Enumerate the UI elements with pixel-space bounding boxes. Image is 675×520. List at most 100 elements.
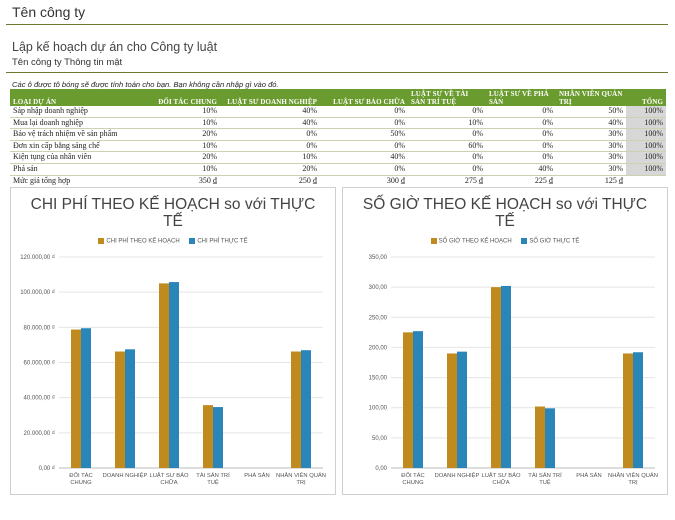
total-cell: 100% xyxy=(626,140,666,153)
percent-cell[interactable]: 0% xyxy=(408,106,486,118)
percent-cell[interactable]: 0% xyxy=(408,128,486,141)
percent-cell[interactable]: 30% xyxy=(556,151,626,164)
column-header[interactable]: NHÂN VIÊN QUẢN TRỊ xyxy=(556,89,626,106)
percent-cell[interactable]: 0% xyxy=(320,163,408,176)
project-type-cell[interactable]: Bảo vệ trách nhiệm về sản phẩm xyxy=(10,128,142,141)
column-header[interactable]: LOẠI DỰ ÁN xyxy=(10,89,142,106)
project-type-cell[interactable]: Phá sản xyxy=(10,163,142,176)
percent-cell[interactable]: 0% xyxy=(320,117,408,130)
project-allocation-table: LOẠI DỰ ÁN ĐỐI TÁC CHUNG LUẬT SƯ DOANH N… xyxy=(10,89,666,186)
percent-cell[interactable]: 30% xyxy=(556,140,626,153)
column-header[interactable]: LUẬT SƯ VỀ TÀI SẢN TRÍ TUỆ xyxy=(408,89,486,106)
bar-planned[interactable] xyxy=(447,353,457,468)
legend-label: SỐ GIỜ THEO KẾ HOẠCH xyxy=(438,238,512,245)
bar-planned[interactable] xyxy=(115,351,125,468)
legend-item: SỐ GIỜ THỰC TẾ xyxy=(521,238,579,245)
percent-cell[interactable]: 40% xyxy=(556,117,626,130)
x-category-label: TÀI SẢN TRÍ TUỆ xyxy=(528,472,562,486)
project-type-cell[interactable]: Mua lại doanh nghiệp xyxy=(10,117,142,130)
percent-cell[interactable]: 50% xyxy=(556,106,626,118)
bar-actual[interactable] xyxy=(81,328,91,468)
percent-cell[interactable]: 0% xyxy=(486,106,556,118)
percent-cell[interactable]: 40% xyxy=(320,151,408,164)
project-type-cell[interactable]: Kiện tụng của nhân viên xyxy=(10,151,142,164)
rate-cell[interactable] xyxy=(626,175,666,186)
bar-actual[interactable] xyxy=(413,331,423,468)
bar-planned[interactable] xyxy=(623,353,633,468)
bar-actual[interactable] xyxy=(213,407,223,468)
chart-plot: 0,00 ₫ 20.000,00 ₫ 40.000,00 ₫ 60.000,00 ₫ 8… xyxy=(20,255,326,486)
percent-cell[interactable]: 0% xyxy=(486,151,556,164)
y-tick-label: 20.000,00 ₫ xyxy=(24,431,55,437)
bar-actual[interactable] xyxy=(501,285,511,468)
bar-planned[interactable] xyxy=(403,332,413,468)
total-cell: 100% xyxy=(626,128,666,141)
bar-actual[interactable] xyxy=(457,351,467,468)
percent-cell[interactable]: 10% xyxy=(220,151,320,164)
legend-item: CHI PHÍ THỰC TẾ xyxy=(189,238,248,245)
rate-cell[interactable]: 225 ₫ xyxy=(534,175,553,185)
percent-cell[interactable]: 0% xyxy=(320,106,408,118)
chart-legend: CHI PHÍ THEO KẾ HOẠCH CHI PHÍ THỰC TẾ xyxy=(11,238,335,245)
percent-cell[interactable]: 20% xyxy=(220,163,320,176)
percent-cell[interactable]: 20% xyxy=(142,128,220,141)
bar-planned[interactable] xyxy=(159,283,169,468)
percent-cell[interactable]: 40% xyxy=(486,163,556,176)
percent-cell[interactable]: 0% xyxy=(220,140,320,153)
bar-actual[interactable] xyxy=(633,352,643,468)
percent-cell[interactable]: 0% xyxy=(320,140,408,153)
bar-planned[interactable] xyxy=(535,406,545,468)
percent-cell[interactable]: 0% xyxy=(220,128,320,141)
y-tick-label: 150,00 xyxy=(369,376,388,382)
bar-planned[interactable] xyxy=(291,351,301,468)
project-type-cell[interactable]: Sáp nhập doanh nghiệp xyxy=(10,106,142,118)
percent-cell[interactable]: 50% xyxy=(320,128,408,141)
bar-actual[interactable] xyxy=(301,350,311,468)
table-row: Mua lại doanh nghiệp 10% 40% 0% 10% 0% 40% 100% xyxy=(10,117,666,130)
x-category-label: NHÂN VIÊN QUẢN TRỊ xyxy=(276,471,326,486)
percent-cell[interactable]: 0% xyxy=(486,128,556,141)
percent-cell[interactable]: 10% xyxy=(142,106,220,118)
percent-cell[interactable]: 0% xyxy=(408,151,486,164)
bar-actual[interactable] xyxy=(125,349,135,468)
percent-cell[interactable]: 0% xyxy=(408,163,486,176)
percent-cell[interactable]: 20% xyxy=(142,151,220,164)
x-category-label: DOANH NGHIỆP xyxy=(103,471,148,479)
rate-cell[interactable]: 250 ₫ xyxy=(298,175,317,185)
rate-cell[interactable]: 350 ₫ xyxy=(198,175,217,185)
percent-cell[interactable]: 10% xyxy=(142,140,220,153)
y-tick-label: 100,00 xyxy=(369,406,388,412)
column-header[interactable]: TỔNG xyxy=(626,89,666,106)
percent-cell[interactable]: 0% xyxy=(486,140,556,153)
percent-cell[interactable]: 0% xyxy=(486,117,556,130)
column-header[interactable]: LUẬT SƯ VỀ PHÁ SẢN xyxy=(486,89,556,106)
bar-actual[interactable] xyxy=(545,408,555,468)
percent-cell[interactable]: 60% xyxy=(408,140,486,153)
percent-cell[interactable]: 30% xyxy=(556,128,626,141)
rate-cell[interactable]: 275 ₫ xyxy=(464,175,483,185)
column-header[interactable]: LUẬT SƯ DOANH NGHIỆP xyxy=(220,89,320,106)
legend-item: SỐ GIỜ THEO KẾ HOẠCH xyxy=(430,238,512,245)
bar-planned[interactable] xyxy=(491,287,501,468)
table-row: Kiện tụng của nhân viên 20% 10% 40% 0% 0% 30% 1… xyxy=(10,151,666,164)
percent-cell[interactable]: 10% xyxy=(142,117,220,130)
rate-cell[interactable]: 125 ₫ xyxy=(604,175,623,185)
bar-planned[interactable] xyxy=(203,405,213,468)
column-header[interactable]: LUẬT SƯ BẢO CHỮA xyxy=(320,89,408,106)
percent-cell[interactable]: 40% xyxy=(220,117,320,130)
percent-cell[interactable]: 40% xyxy=(220,106,320,118)
percent-cell[interactable]: 30% xyxy=(556,163,626,176)
y-tick-label: 250,00 xyxy=(369,315,388,321)
percent-cell[interactable]: 10% xyxy=(142,163,220,176)
legend-label: CHI PHÍ THEO KẾ HOẠCH xyxy=(106,238,180,245)
y-tick-label: 300,00 xyxy=(369,285,388,291)
x-category-label: LUẬT SƯ BẢO CHỮA xyxy=(482,472,521,486)
y-tick-label: 120.000,00 ₫ xyxy=(20,255,55,261)
column-header[interactable]: ĐỐI TÁC CHUNG xyxy=(142,89,220,106)
rate-cell[interactable]: 300 ₫ xyxy=(386,175,405,185)
bar-planned[interactable] xyxy=(71,329,81,468)
header-rule-top xyxy=(6,24,668,25)
project-type-cell[interactable]: Đơn xin cấp bằng sáng chế xyxy=(10,140,142,153)
bar-actual[interactable] xyxy=(169,282,179,468)
percent-cell[interactable]: 10% xyxy=(408,117,486,130)
